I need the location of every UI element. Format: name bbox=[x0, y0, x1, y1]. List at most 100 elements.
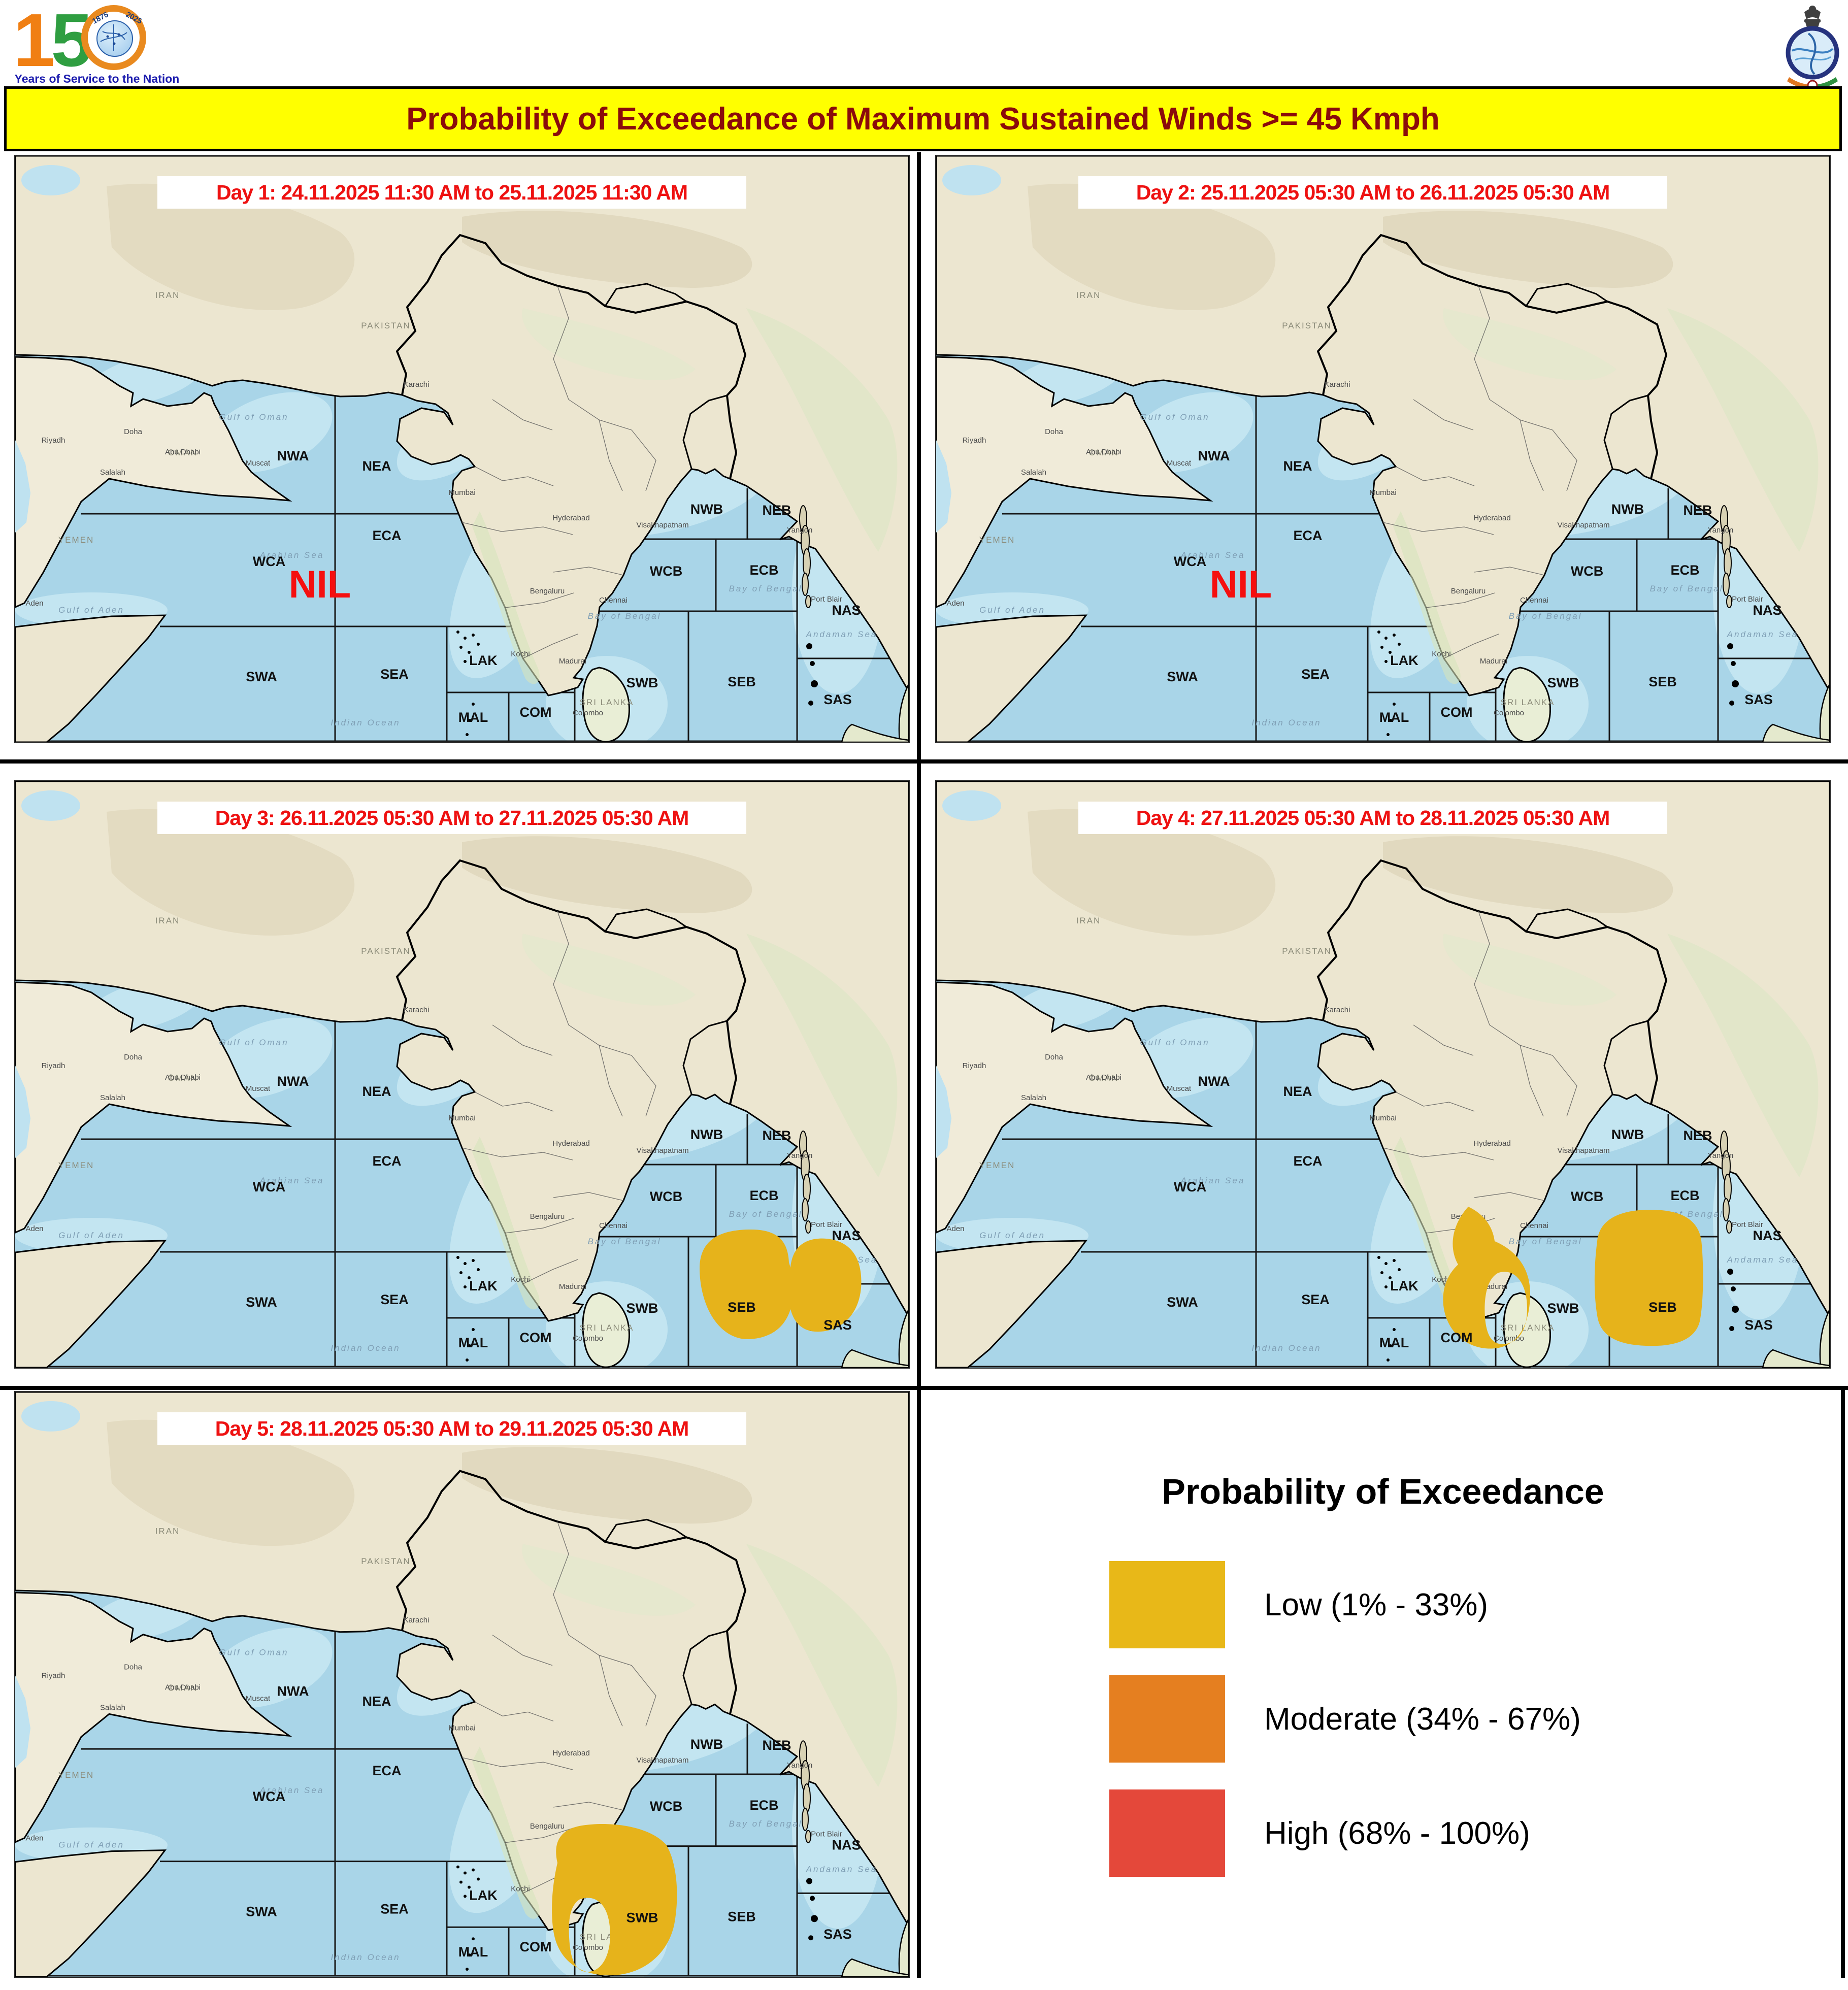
sea-zone-label-seb: SEB bbox=[728, 1300, 756, 1315]
sea-zone-label-mal: MAL bbox=[1379, 1335, 1409, 1350]
svg-text:Hyderabad: Hyderabad bbox=[552, 1139, 589, 1148]
sea-zone-label-nas: NAS bbox=[832, 603, 861, 618]
svg-text:Port Blair: Port Blair bbox=[811, 1830, 842, 1839]
sea-zone-label-nwa: NWA bbox=[1198, 448, 1230, 463]
svg-text:IRAN: IRAN bbox=[1076, 916, 1101, 925]
svg-text:Aden: Aden bbox=[25, 1224, 43, 1233]
svg-text:Riyadh: Riyadh bbox=[42, 1672, 65, 1680]
svg-text:Kochi: Kochi bbox=[1432, 1275, 1451, 1284]
sea-zone-label-lak: LAK bbox=[469, 1887, 498, 1903]
svg-text:Riyadh: Riyadh bbox=[963, 1062, 986, 1070]
sea-zone-label-lak: LAK bbox=[1390, 1278, 1418, 1294]
sea-zone-label-nea: NEA bbox=[362, 1084, 391, 1099]
sea-zone-label-ecb: ECB bbox=[1670, 1188, 1699, 1203]
svg-text:Andaman Sea: Andaman Sea bbox=[806, 629, 878, 639]
sea-zone-label-nwb: NWB bbox=[1611, 1127, 1644, 1142]
svg-text:Mumbai: Mumbai bbox=[1369, 1114, 1396, 1122]
map-panel-day-5: IRAN PAKISTAN OMAN YEMEN SRI LANKA Muscat Kara… bbox=[14, 1391, 910, 1978]
svg-text:Port Blair: Port Blair bbox=[811, 1220, 842, 1229]
sea-zone-label-sea: SEA bbox=[1301, 667, 1330, 682]
sea-zone-label-eca: ECA bbox=[372, 528, 401, 543]
sea-zone-label-eca: ECA bbox=[1293, 1153, 1322, 1169]
sea-zone-label-wca: WCA bbox=[1174, 554, 1206, 569]
svg-text:Bay of Bengal: Bay of Bengal bbox=[1509, 611, 1582, 621]
sea-zone-label-swb: SWB bbox=[626, 675, 658, 690]
sea-zone-label-nea: NEA bbox=[362, 1694, 391, 1709]
probability-area-low bbox=[552, 1823, 677, 1976]
sea-zone-label-nwb: NWB bbox=[690, 502, 723, 517]
svg-text:Gulf of Aden: Gulf of Aden bbox=[58, 605, 124, 615]
legend-title: Probability of Exceedance bbox=[1162, 1472, 1604, 1511]
svg-text:OMAN: OMAN bbox=[168, 1683, 198, 1693]
sea-zone-label-swa: SWA bbox=[1167, 669, 1198, 684]
svg-text:Bay of Bengal: Bay of Bengal bbox=[1650, 584, 1724, 593]
svg-text:IRAN: IRAN bbox=[155, 1526, 180, 1536]
svg-text:Visakhapatnam: Visakhapatnam bbox=[1557, 1146, 1609, 1155]
sea-zone-label-sas: SAS bbox=[1744, 1317, 1773, 1333]
svg-text:Port Blair: Port Blair bbox=[1732, 1220, 1763, 1229]
legend-swatch-moderate bbox=[1109, 1675, 1225, 1763]
sea-zone-label-nwb: NWB bbox=[690, 1737, 723, 1752]
probability-area-low bbox=[1443, 1207, 1530, 1349]
sea-zone-label-sas: SAS bbox=[1744, 692, 1773, 707]
sea-zone-label-neb: NEB bbox=[763, 1738, 791, 1753]
svg-text:Chennai: Chennai bbox=[599, 596, 628, 605]
legend-panel: Probability of Exceedance Low (1% - 33%)… bbox=[921, 1390, 1845, 1978]
sea-zone-label-wca: WCA bbox=[253, 1179, 285, 1195]
sea-zone-label-mal: MAL bbox=[458, 1335, 488, 1350]
svg-text:Karachi: Karachi bbox=[404, 1006, 430, 1014]
svg-text:Aden: Aden bbox=[946, 599, 964, 608]
svg-text:Gulf of Oman: Gulf of Oman bbox=[219, 1648, 288, 1657]
svg-text:Gulf of Oman: Gulf of Oman bbox=[219, 1038, 288, 1047]
sea-zone-label-com: COM bbox=[1441, 705, 1473, 720]
sea-zone-label-sea: SEA bbox=[1301, 1292, 1330, 1307]
svg-text:Hyderabad: Hyderabad bbox=[1473, 514, 1510, 522]
sea-zone-label-swa: SWA bbox=[246, 669, 277, 684]
sea-zone-label-wca: WCA bbox=[253, 554, 285, 569]
sea-zone-label-mal: MAL bbox=[458, 1944, 488, 1960]
svg-text:PAKISTAN: PAKISTAN bbox=[361, 946, 411, 956]
svg-text:PAKISTAN: PAKISTAN bbox=[361, 321, 411, 330]
svg-text:Riyadh: Riyadh bbox=[42, 1062, 65, 1070]
sea-zone-label-com: COM bbox=[520, 1330, 552, 1345]
sea-zone-label-wca: WCA bbox=[253, 1789, 285, 1804]
sea-zone-label-wcb: WCB bbox=[650, 1189, 682, 1204]
day-4-header: Day 4: 27.11.2025 05:30 AM to 28.11.2025… bbox=[1078, 802, 1667, 834]
sea-zone-label-sas: SAS bbox=[823, 1317, 852, 1333]
svg-text:Colombo: Colombo bbox=[573, 1334, 603, 1343]
sea-zone-label-seb: SEB bbox=[1648, 1300, 1677, 1315]
svg-text:Kochi: Kochi bbox=[1432, 650, 1451, 658]
sea-zone-label-nea: NEA bbox=[1283, 458, 1312, 474]
forecast-map-day-4: IRAN PAKISTAN OMAN YEMEN SRI LANKA Muscat Kara… bbox=[936, 781, 1830, 1368]
bulletin-title-bar: Probability of Exceedance of Maximum Sus… bbox=[4, 86, 1842, 151]
logo-150-digits: 15 bbox=[13, 0, 93, 82]
legend-swatch-low bbox=[1109, 1561, 1225, 1648]
svg-text:Muscat: Muscat bbox=[246, 1084, 271, 1093]
svg-text:Chennai: Chennai bbox=[1520, 1221, 1548, 1230]
sea-zone-label-wca: WCA bbox=[1174, 1179, 1206, 1195]
svg-text:YEMEN: YEMEN bbox=[58, 535, 94, 545]
svg-text:Salalah: Salalah bbox=[100, 1093, 125, 1102]
sea-zone-label-sas: SAS bbox=[823, 692, 852, 707]
svg-text:Port Blair: Port Blair bbox=[811, 595, 842, 604]
svg-text:Karachi: Karachi bbox=[404, 1616, 430, 1624]
sea-zone-label-neb: NEB bbox=[762, 503, 791, 518]
svg-text:Arabian Sea: Arabian Sea bbox=[1180, 1176, 1245, 1185]
svg-text:Kochi: Kochi bbox=[511, 1884, 530, 1893]
svg-text:YEMEN: YEMEN bbox=[58, 1770, 94, 1780]
svg-text:Indian Ocean: Indian Ocean bbox=[1251, 718, 1321, 727]
legend-label-moderate: Moderate (34% - 67%) bbox=[1264, 1701, 1581, 1737]
svg-text:Bengaluru: Bengaluru bbox=[530, 1822, 565, 1831]
grid-divider-row2 bbox=[0, 1386, 1848, 1390]
sea-zone-label-wcb: WCB bbox=[650, 563, 682, 579]
svg-text:Madurai: Madurai bbox=[1480, 657, 1507, 666]
imd-150-years-logo: 15 1875 2025 Years of Service to the Nat… bbox=[13, 0, 181, 97]
map-panel-day-1: IRAN PAKISTAN OMAN YEMEN SRI LANKA Muscat Kara… bbox=[14, 155, 910, 743]
svg-text:Arabian Sea: Arabian Sea bbox=[1180, 550, 1245, 560]
sea-zone-label-neb: NEB bbox=[762, 1128, 791, 1143]
sea-zone-label-nwa: NWA bbox=[277, 1683, 309, 1699]
day-2-header: Day 2: 25.11.2025 05:30 AM to 26.11.2025… bbox=[1078, 176, 1667, 209]
sea-zone-label-ecb: ECB bbox=[1670, 562, 1699, 578]
svg-text:Karachi: Karachi bbox=[1325, 1006, 1350, 1014]
